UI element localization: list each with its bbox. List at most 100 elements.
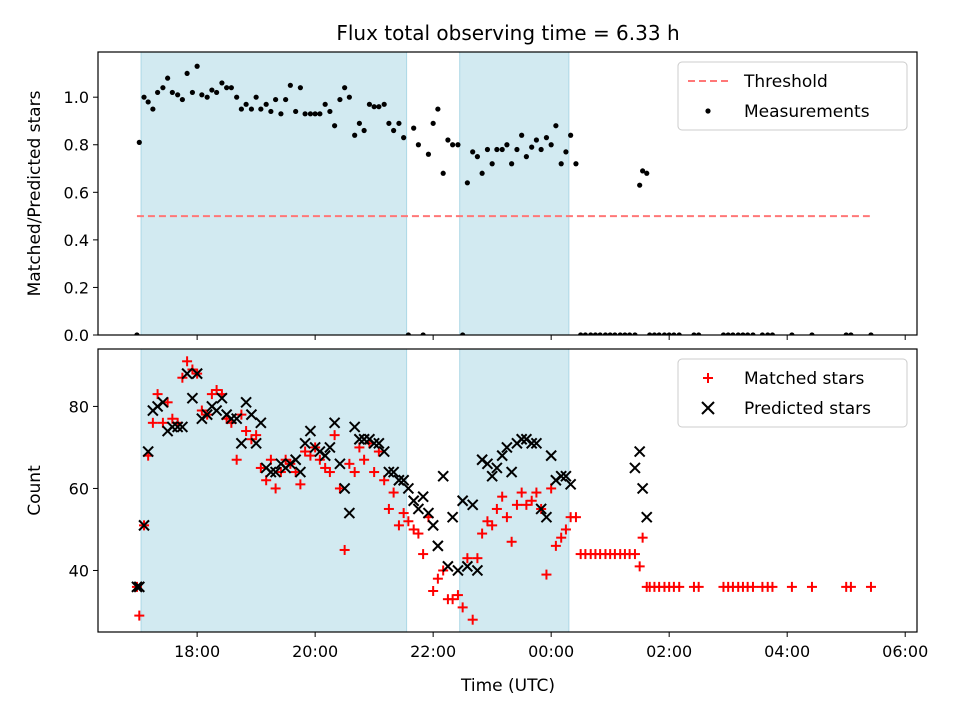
measurement-point xyxy=(720,332,727,335)
point-stroke-b xyxy=(353,433,366,445)
matched-star-point xyxy=(516,487,527,498)
point-stroke-b xyxy=(432,540,444,552)
measurement-point xyxy=(573,161,579,167)
measurement-point xyxy=(342,85,348,91)
swatch-stroke-b xyxy=(701,401,715,415)
predicted-star-point xyxy=(176,421,189,433)
measurement-point xyxy=(194,63,200,69)
top-panel: 0.0 0.2 0.4 0.6 0.8 1.0 Matched/Predicted star… xyxy=(25,51,918,345)
predicted-star-point xyxy=(446,511,459,523)
matched-star-point xyxy=(845,581,856,592)
measurement-point xyxy=(607,332,613,335)
matched-star-point xyxy=(570,512,581,523)
measurement-point xyxy=(287,82,293,88)
measurement-point xyxy=(651,332,658,335)
matched-star-point xyxy=(295,479,306,490)
measurement-point xyxy=(396,120,402,126)
measurement-point xyxy=(460,332,466,335)
measurement-point xyxy=(189,89,196,96)
measurement-point xyxy=(843,332,849,335)
matched-star-point xyxy=(359,454,370,465)
measurement-point xyxy=(312,111,318,117)
measurement-point xyxy=(401,135,407,141)
point-stroke-b xyxy=(255,417,267,429)
matched-star-point xyxy=(556,532,567,543)
matched-star-point xyxy=(211,385,222,396)
predicted-star-point xyxy=(437,470,449,482)
predicted-star-point xyxy=(633,445,646,458)
measurement-point xyxy=(386,120,392,126)
x-tick-label: 02:00 xyxy=(646,642,692,661)
series-measurements xyxy=(134,63,874,335)
point-stroke-b xyxy=(383,466,395,478)
point-stroke-b xyxy=(304,425,317,437)
point-stroke-b xyxy=(633,445,646,458)
measurement-point xyxy=(494,146,500,153)
measurement-point xyxy=(307,111,314,117)
matched-star-point xyxy=(369,467,380,478)
predicted-star-point xyxy=(496,449,508,462)
point-stroke-b xyxy=(334,458,346,470)
predicted-star-point xyxy=(210,404,223,417)
shaded-interval-1 xyxy=(459,52,570,335)
x-tick-label: 18:00 xyxy=(174,642,220,661)
point-stroke-b xyxy=(407,495,420,507)
measurement-point xyxy=(474,154,481,160)
measurement-point xyxy=(656,332,662,335)
predicted-star-point xyxy=(412,503,425,515)
measurement-point xyxy=(464,180,470,186)
matched-star-point xyxy=(329,430,340,441)
matched-star-point xyxy=(634,561,645,572)
measurement-point xyxy=(622,332,628,335)
x-tick-label: 00:00 xyxy=(528,642,574,661)
matched-star-point xyxy=(241,426,252,437)
measurement-point xyxy=(504,142,510,148)
predicted-star-point xyxy=(427,519,439,532)
predicted-star-point xyxy=(456,495,469,507)
predicted-star-point xyxy=(265,466,277,478)
matched-star-point xyxy=(457,602,468,613)
measurement-point xyxy=(258,106,264,112)
x-tick-label: 04:00 xyxy=(764,642,810,661)
predicted-star-point xyxy=(338,482,351,495)
axes-frame xyxy=(97,348,918,633)
legend-box xyxy=(677,61,908,131)
measurement-point xyxy=(425,151,432,157)
matched-star-point xyxy=(487,520,498,531)
predicted-star-point xyxy=(417,490,429,503)
measurement-point xyxy=(661,332,668,335)
measurement-point xyxy=(253,94,259,100)
point-stroke-b xyxy=(171,421,184,433)
matched-star-point xyxy=(403,516,414,527)
point-stroke-b xyxy=(437,470,449,482)
point-stroke-b xyxy=(235,437,248,450)
point-stroke-b xyxy=(319,449,331,462)
matched-star-point xyxy=(462,553,473,564)
matched-star-point xyxy=(432,573,443,584)
legend-swatch-predicted-stars xyxy=(701,401,715,415)
predicted-star-point xyxy=(230,413,243,425)
point-stroke-b xyxy=(393,474,405,486)
measurement-point xyxy=(592,332,599,335)
shaded-interval-0 xyxy=(140,349,408,632)
measurement-point xyxy=(263,101,269,107)
predicted-star-point xyxy=(461,560,474,573)
point-stroke-b xyxy=(245,408,258,421)
measurement-point xyxy=(376,104,382,110)
measurement-point xyxy=(612,332,618,335)
predicted-star-point xyxy=(378,445,390,458)
matched-star-point xyxy=(637,532,648,543)
measurement-point xyxy=(317,111,323,117)
predicted-star-point xyxy=(466,499,479,511)
measurement-point xyxy=(356,120,362,126)
matched-star-point xyxy=(383,503,394,514)
matched-star-point xyxy=(270,483,281,494)
measurement-point xyxy=(671,332,677,335)
point-stroke-b xyxy=(324,441,336,454)
matched-star-point xyxy=(339,544,350,555)
predicted-star-point xyxy=(343,507,356,519)
point-stroke-b xyxy=(397,474,410,486)
predicted-star-point xyxy=(131,581,143,593)
measurement-point xyxy=(538,146,544,153)
